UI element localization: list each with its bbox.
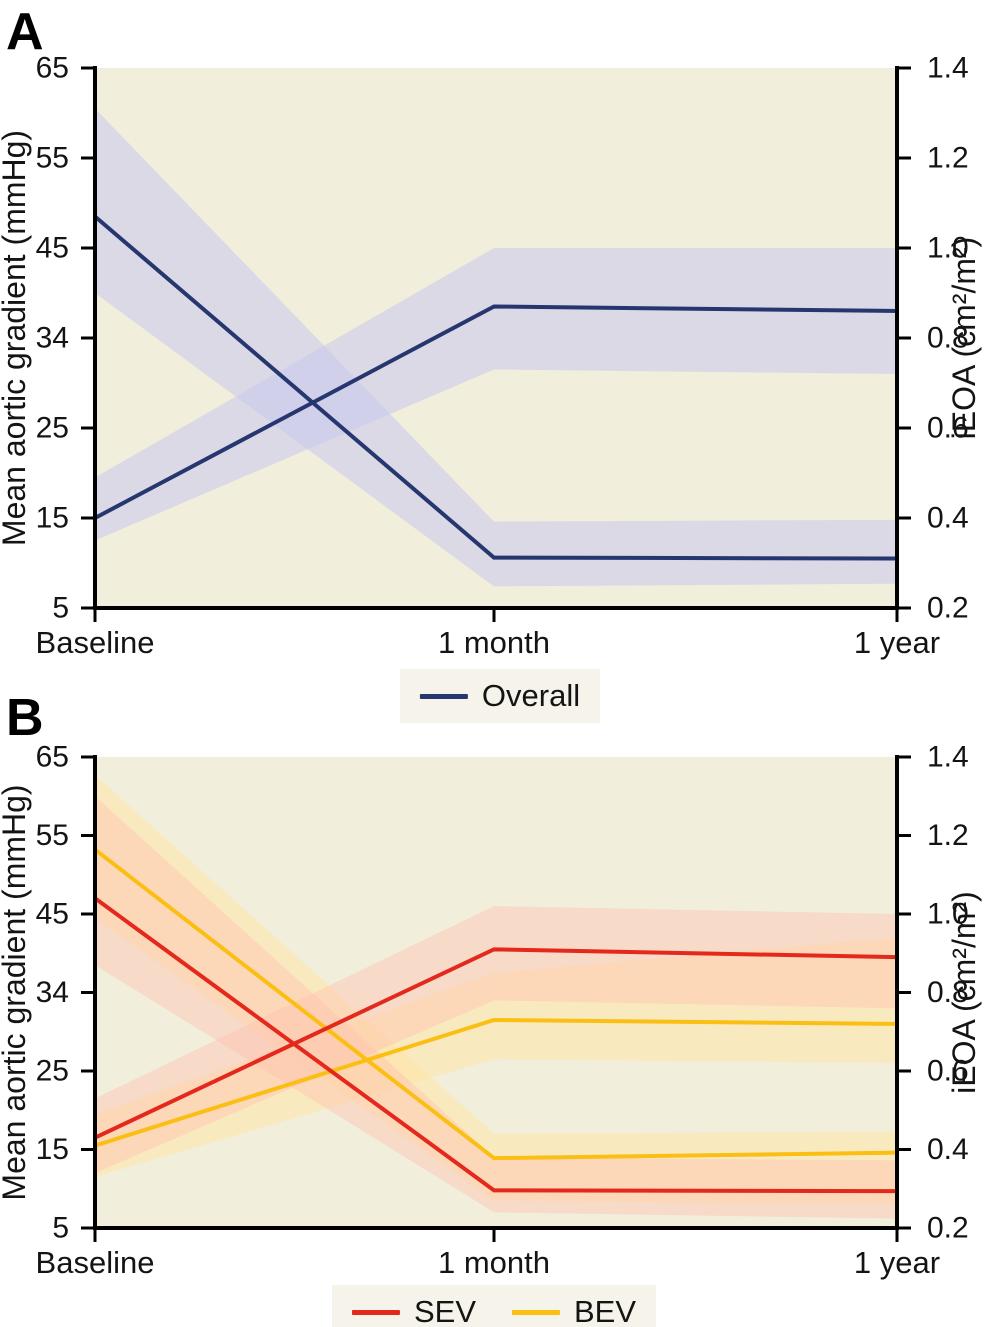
right-tick-label: 1.0	[927, 898, 969, 931]
overall-line-swatch	[419, 693, 468, 699]
panel-b-plot: 65 55 45 34 25 15 5 1.4 1.2 1.0 0.8 0.6 0.4 0.2 Baseli…	[0, 741, 982, 1281]
left-tick-label: 55	[36, 819, 69, 852]
left-tick-label: 34	[36, 976, 69, 1009]
bev-line-swatch	[512, 1309, 560, 1315]
right-tick-label: 1.0	[927, 232, 969, 265]
right-tick-label: 0.4	[927, 1133, 969, 1166]
left-tick-label: 25	[36, 412, 69, 445]
right-tick-label: 0.8	[927, 322, 969, 355]
tick-marks	[81, 66, 911, 622]
left-tick-label: 65	[36, 52, 69, 85]
series-area	[95, 108, 897, 587]
tick-marks	[81, 755, 911, 1242]
ci-band-bev-gradient	[95, 775, 897, 1205]
right-axis-title: iEOA (cm²/m²)	[946, 237, 982, 440]
x-tick-label: Baseline	[36, 1245, 155, 1280]
ci-band-overall-gradient	[95, 108, 897, 587]
left-tick-label: 5	[52, 1212, 69, 1245]
line-sev-ieoa	[95, 947, 897, 1140]
right-tick-label: 0.2	[927, 592, 969, 625]
ci-band-sev-gradient	[95, 796, 897, 1219]
ci-band-sev-ieoa	[95, 906, 897, 1174]
panel-a-plot: 65 55 45 34 25 15 5 1.4 1.2 1.0 0.8 0.6 0.4 0.2 Baseli…	[0, 52, 982, 661]
right-tick-label: 0.8	[927, 976, 969, 1009]
ci-band-bev-ieoa	[95, 937, 897, 1177]
panel-b-legend: SEV BEV	[331, 1285, 657, 1327]
line-sev-gradient	[95, 896, 897, 1194]
panel-b-label: B	[6, 689, 44, 747]
right-tick-label: 0.6	[927, 412, 969, 445]
sev-legend-label: SEV	[413, 1294, 476, 1327]
left-tick-label: 34	[36, 322, 69, 355]
panel-a-legend: Overall	[399, 669, 601, 723]
right-tick-label: 0.6	[927, 1055, 969, 1088]
line-bev-gradient	[95, 848, 897, 1161]
left-tick-label: 45	[36, 232, 69, 265]
sev-line-swatch	[351, 1309, 400, 1315]
right-tick-label: 1.2	[927, 819, 969, 852]
left-tick-label: 55	[36, 142, 69, 175]
x-tick-label: 1 month	[438, 1245, 550, 1280]
line-bev-ieoa	[95, 1017, 897, 1148]
overall-legend-label: Overall	[481, 678, 581, 713]
ci-band-overall-ieoa	[95, 248, 897, 541]
legend-entry-overall: Overall	[419, 678, 581, 714]
panel-a-label: A	[6, 3, 44, 61]
right-tick-label: 1.4	[927, 52, 969, 85]
left-tick-label: 65	[36, 741, 69, 774]
right-tick-label: 1.4	[927, 741, 969, 774]
left-tick-label: 15	[36, 1133, 69, 1166]
x-tick-label: 1 month	[438, 625, 550, 660]
tick-labels: 65 55 45 34 25 15 5 1.4 1.2 1.0 0.8 0.6 0.4 0.2 Baseli…	[36, 741, 969, 1281]
right-tick-label: 0.2	[927, 1212, 969, 1245]
line-overall-gradient	[95, 214, 897, 561]
left-axis-title: Mean aortic gradient (mmHg)	[0, 784, 32, 1200]
left-tick-label: 5	[52, 592, 69, 625]
right-tick-label: 0.4	[927, 502, 969, 535]
right-tick-label: 1.2	[927, 142, 969, 175]
bev-legend-label: BEV	[574, 1294, 637, 1327]
left-tick-label: 25	[36, 1055, 69, 1088]
tick-labels: 65 55 45 34 25 15 5 1.4 1.2 1.0 0.8 0.6 0.4 0.2 Baseli…	[36, 52, 969, 661]
left-tick-label: 15	[36, 502, 69, 535]
series-area	[95, 775, 897, 1219]
line-overall-ieoa	[95, 304, 897, 520]
left-axis-title: Mean aortic gradient (mmHg)	[0, 130, 32, 546]
x-tick-label: 1 year	[854, 625, 940, 660]
x-tick-label: Baseline	[36, 625, 155, 660]
left-tick-label: 45	[36, 898, 69, 931]
x-tick-label: 1 year	[854, 1245, 940, 1280]
legend-entry-sev: SEV	[351, 1294, 476, 1327]
legend-entry-bev: BEV	[512, 1294, 636, 1327]
right-axis-title: iEOA (cm²/m²)	[946, 891, 982, 1094]
